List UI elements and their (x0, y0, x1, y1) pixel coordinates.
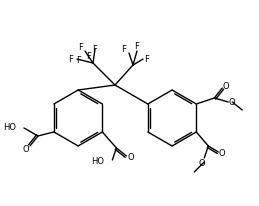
Text: HO: HO (3, 123, 16, 132)
Text: O: O (219, 150, 226, 158)
Text: F: F (69, 55, 74, 63)
Text: F: F (78, 43, 83, 52)
Text: O: O (127, 153, 134, 163)
Text: F: F (145, 55, 149, 63)
Text: O: O (223, 82, 229, 90)
Text: HO: HO (91, 157, 104, 166)
Text: F: F (134, 42, 139, 50)
Text: F: F (77, 56, 82, 64)
Text: O: O (23, 145, 29, 154)
Text: O: O (229, 97, 236, 107)
Text: O: O (199, 159, 206, 169)
Text: F: F (92, 44, 97, 54)
Text: F: F (121, 44, 126, 54)
Text: F: F (87, 52, 91, 61)
